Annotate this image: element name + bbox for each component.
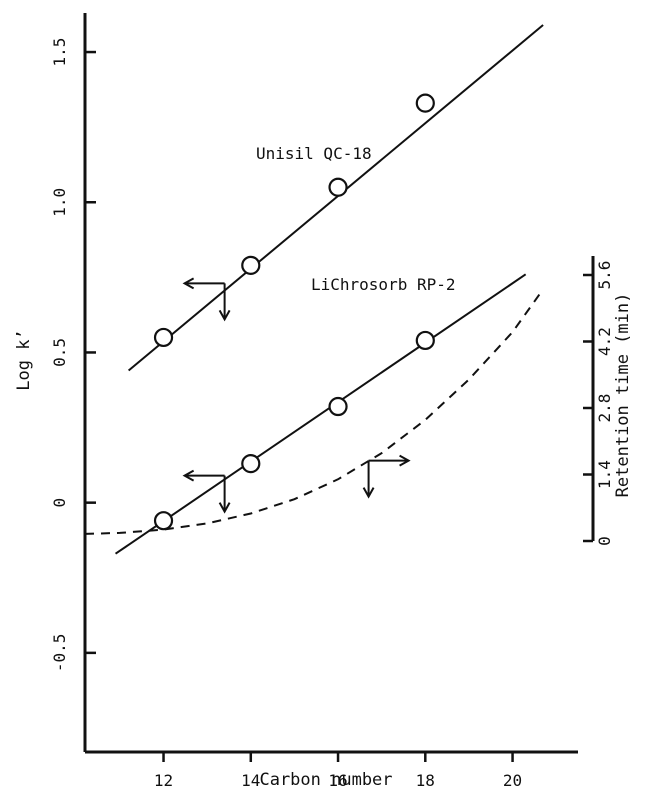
- axis-arrow-0: [182, 277, 231, 322]
- data-point-s0-2: [328, 177, 348, 197]
- fit-line-0: [127, 24, 544, 372]
- axis-arrows: [182, 277, 411, 514]
- data-point-s1-3: [415, 330, 435, 351]
- y-tick-label-1: 0: [50, 498, 69, 508]
- y-tick-label-2: 0.5: [50, 338, 69, 367]
- data-point-s0-3: [415, 93, 435, 113]
- y2-tick-label-2: 2.8: [595, 394, 614, 423]
- y-tick-label-3: 1.0: [50, 188, 69, 217]
- x-tick-label-20: 20: [503, 771, 522, 790]
- y2-tick-label-1: 1.4: [595, 460, 614, 489]
- series-lines: [84, 24, 544, 555]
- y-axis-title: Log k’: [14, 329, 34, 390]
- arrow-head-vertical: [218, 502, 231, 514]
- y2-axis-title: Retention time (min): [613, 293, 633, 498]
- data-point-s0-0: [153, 327, 174, 348]
- fit-line-1: [114, 273, 527, 555]
- y2-tick-label-3: 4.2: [595, 327, 614, 356]
- x-tick-label-14: 14: [241, 771, 260, 790]
- axes: [83, 13, 595, 754]
- arrow-head-horizontal: [399, 454, 411, 467]
- data-point-s0-1: [241, 255, 261, 275]
- axis-arrow-1: [182, 469, 231, 514]
- x-tick-label-12: 12: [154, 771, 173, 790]
- data-point-s1-0: [153, 511, 174, 531]
- x-tick-label-18: 18: [416, 771, 435, 790]
- retention-time-curve: [84, 288, 544, 535]
- data-points: [153, 93, 435, 531]
- y2-tick-label-4: 5.6: [595, 261, 614, 290]
- tick-marks: [85, 50, 593, 762]
- axis-arrow-2: [362, 454, 411, 499]
- arrow-head-vertical: [218, 309, 231, 322]
- arrow-head-vertical: [362, 487, 375, 499]
- data-point-s1-1: [241, 454, 261, 474]
- arrow-head-horizontal: [182, 469, 195, 482]
- x-tick-label-16: 16: [328, 771, 347, 790]
- y2-tick-label-0: 0: [595, 536, 614, 546]
- y-tick-label-4: 1.5: [50, 38, 69, 67]
- x-axis-title: Carbon number: [259, 770, 392, 790]
- arrow-head-horizontal: [182, 277, 195, 290]
- series-label-lichrosorb: LiChrosorb RP-2: [311, 275, 456, 294]
- y-tick-label-0: -0.5: [50, 634, 69, 673]
- series-label-unisil: Unisil QC-18: [256, 144, 372, 163]
- data-point-s1-2: [328, 396, 348, 417]
- chart-text: Unisil QC-18 LiChrosorb RP-2 Carbon numb…: [14, 38, 633, 790]
